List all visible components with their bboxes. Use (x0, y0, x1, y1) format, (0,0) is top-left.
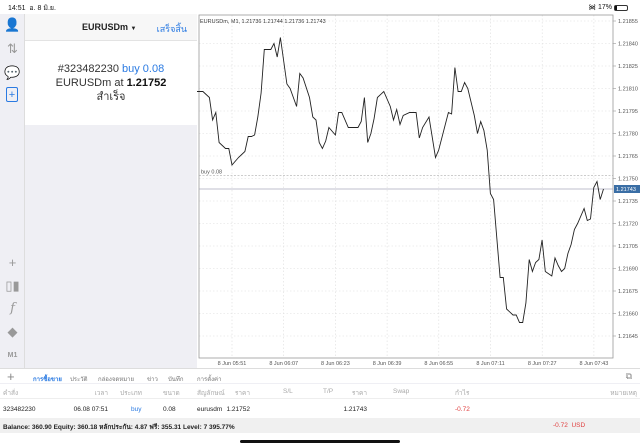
result-text: สำเร็จ (96, 91, 126, 103)
column-header[interactable]: เวลา (94, 390, 108, 397)
order-action: buy 0.08 (122, 63, 165, 75)
terminal-toolbar: + การซื้อขาย ประวัติ กล่องจดหมาย ข่าว บันทึก… (0, 368, 640, 384)
price-chart[interactable]: EURUSDm, M1, 1.21736 1.21744 1.21736 1.2… (196, 14, 640, 368)
layout-toggle-icon[interactable]: ⧉ (625, 371, 632, 381)
panel-header: EURUSDm ▼ เสร็จสิ้น (25, 14, 197, 41)
trade-arrows-icon[interactable]: ⇅ (7, 40, 18, 56)
x-tick-label: 8 Jun 06:07 (269, 361, 298, 367)
symbol-selector[interactable]: EURUSDm ▼ (82, 22, 137, 32)
timeframe-m1[interactable]: M1 (7, 352, 18, 359)
order-result-message: #323482230 buy 0.08 EURUSDm at 1.21752 ส… (25, 62, 197, 104)
indicator-f-icon[interactable]: f (10, 301, 15, 316)
chart-title: EURUSDm, M1, 1.21736 1.21744 1.21736 1.2… (200, 19, 326, 25)
tab-0[interactable]: การซื้อขาย (33, 377, 62, 383)
y-tick-label: 1.21795 (618, 109, 638, 115)
column-header[interactable]: ราคา (234, 390, 250, 397)
crosshair-icon[interactable]: + (8, 255, 17, 270)
x-tick-label: 8 Jun 05:51 (218, 361, 247, 367)
y-tick-label: 1.21690 (618, 267, 638, 273)
cell-size: 0.08 (163, 406, 176, 413)
x-tick-label: 8 Jun 06:55 (424, 361, 453, 367)
objects-icon[interactable]: ◆ (7, 323, 18, 339)
cell-type: buy (131, 406, 142, 413)
y-tick-label: 1.21750 (618, 177, 638, 183)
status-bar: 14:51 อ. 8 มิ.ย. ᯼ 17% (0, 0, 640, 14)
y-tick-label: 1.21735 (618, 199, 638, 205)
y-tick-label: 1.21660 (618, 312, 638, 318)
column-header[interactable]: คำสั่ง (3, 390, 19, 397)
table-header: คำสั่ง เวลา ประเภท ขนาด สัญลักษณ์ ราคา S/L T/P ร… (0, 384, 640, 398)
x-tick-label: 8 Jun 06:39 (373, 361, 402, 367)
account-icon[interactable]: 👤 (4, 16, 21, 32)
symbol-at: EURUSDm at (55, 77, 124, 89)
x-tick-label: 8 Jun 06:23 (321, 361, 350, 367)
tab-2[interactable]: กล่องจดหมาย (98, 377, 135, 383)
chat-icon[interactable]: 💬 (4, 64, 21, 80)
done-button[interactable]: เสร็จสิ้น (156, 24, 187, 34)
new-order-icon[interactable]: + (6, 87, 18, 102)
column-header[interactable]: หมายเหตุ (610, 390, 637, 397)
tab-1[interactable]: ประวัติ (70, 377, 88, 383)
column-header[interactable]: กำไร (455, 390, 470, 397)
battery-icon (614, 4, 628, 11)
plot-border (198, 14, 614, 359)
cell-time: 06.08 07:51 (73, 406, 108, 413)
x-tick-label: 8 Jun 07:43 (580, 361, 609, 367)
current-price-label: 1.21743 (616, 187, 636, 193)
y-tick-label: 1.21720 (618, 222, 638, 228)
table-row[interactable]: 323482230 06.08 07:51 buy 0.08 eurusdm 1.2175… (0, 398, 640, 418)
cell-open-price: 1.21752 (226, 406, 251, 413)
column-header[interactable]: T/P (323, 388, 334, 395)
current-price-tag (614, 185, 640, 193)
balance-summary: Balance: 360.90 Equity: 360.18 หลักประกั… (3, 424, 235, 431)
wifi-icon: ᯼ (588, 4, 596, 11)
tab-5[interactable]: การตั้งค่า (197, 377, 222, 383)
date: อ. 8 มิ.ย. (29, 5, 56, 12)
cell-profit: -0.72 (455, 406, 470, 413)
cell-ticket: 323482230 (3, 406, 36, 413)
tab-3[interactable]: ข่าว (147, 377, 158, 383)
price-line (196, 37, 604, 323)
y-tick-label: 1.21825 (618, 64, 638, 70)
left-toolbar: 👤 ⇅ 💬 + + ▯▮ f ◆ M1 (0, 14, 25, 368)
column-header[interactable]: ราคา (351, 390, 367, 397)
y-tick-label: 1.21645 (618, 334, 638, 340)
cell-price: 1.21743 (343, 406, 368, 413)
clock: 14:51 (8, 5, 26, 12)
account-summary: Balance: 360.90 Equity: 360.18 หลักประกั… (0, 418, 640, 433)
total-profit: -0.72 USD (553, 422, 586, 429)
ticket: #323482230 (57, 63, 119, 75)
tab-4[interactable]: บันทึก (168, 377, 184, 383)
column-header[interactable]: ขนาด (163, 390, 180, 397)
y-tick-label: 1.21855 (618, 19, 638, 25)
column-header[interactable]: Swap (393, 388, 410, 395)
candlestick-icon[interactable]: ▯▮ (5, 277, 20, 293)
column-header[interactable]: S/L (283, 388, 293, 395)
y-tick-label: 1.21840 (618, 42, 638, 48)
y-tick-label: 1.21705 (618, 244, 638, 250)
buy-order-label: buy 0.08 (201, 170, 222, 176)
battery-percent: 17% (597, 4, 612, 11)
column-header[interactable]: ประเภท (120, 390, 142, 397)
order-result-panel: EURUSDm ▼ เสร็จสิ้น #323482230 buy 0.08 … (25, 14, 197, 125)
home-indicator[interactable] (240, 440, 400, 443)
y-tick-label: 1.21780 (618, 132, 638, 138)
add-icon[interactable]: + (7, 369, 15, 384)
y-tick-label: 1.21675 (618, 289, 638, 295)
fill-price: 1.21752 (126, 77, 167, 89)
x-tick-label: 8 Jun 07:27 (528, 361, 557, 367)
y-tick-label: 1.21810 (618, 87, 638, 93)
cell-symbol: eurusdm (197, 406, 223, 413)
x-tick-label: 8 Jun 07:11 (476, 361, 504, 367)
column-header[interactable]: สัญลักษณ์ (197, 390, 225, 397)
y-tick-label: 1.21765 (618, 154, 638, 160)
chevron-down-icon: ▼ (130, 26, 137, 32)
